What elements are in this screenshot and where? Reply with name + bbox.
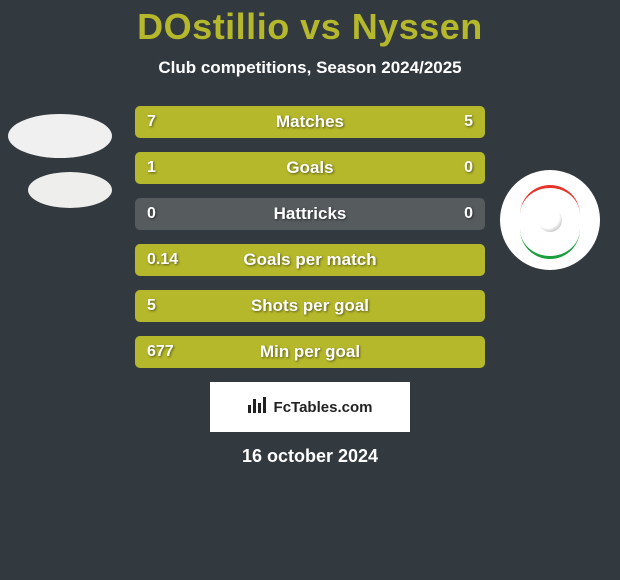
stat-value-right: 0 (464, 198, 473, 230)
fctables-label: FcTables.com (274, 399, 373, 416)
stat-row: Hattricks0 0 (135, 198, 485, 230)
stat-value-left: 1 (147, 152, 156, 184)
stat-value-left: 5 (147, 290, 156, 322)
stat-value-left: 677 (147, 336, 174, 368)
subtitle: Club competitions, Season 2024/2025 (0, 58, 620, 78)
stat-label: Goals per match (135, 244, 485, 276)
stat-row: Goals per match0.14 (135, 244, 485, 276)
team-left-logo (8, 114, 112, 158)
stat-label: Matches (135, 106, 485, 138)
stat-row: Min per goal677 (135, 336, 485, 368)
stat-value-left: 0.14 (147, 244, 178, 276)
stats-container: Matches75Goals10Hattricks00Goals per mat… (135, 106, 485, 368)
stat-label: Goals (135, 152, 485, 184)
date-text: 16 october 2024 (0, 446, 620, 467)
infographic-root: DOstillio vs Nyssen Club competitions, S… (0, 0, 620, 580)
stat-row: Goals1 0 (135, 152, 485, 184)
badge-inner (509, 179, 591, 261)
soccer-ball-icon (538, 208, 562, 232)
stat-value-right: 5 (464, 106, 473, 138)
team-right-badge (500, 170, 600, 270)
stat-value-left: 7 (147, 106, 156, 138)
stat-row: Matches7 5 (135, 106, 485, 138)
badge-arc-bottom (520, 229, 580, 259)
stat-value-left: 0 (147, 198, 156, 230)
stat-row: Shots per goal5 (135, 290, 485, 322)
stat-label: Shots per goal (135, 290, 485, 322)
fctables-watermark: FcTables.com (210, 382, 410, 432)
page-title: DOstillio vs Nyssen (0, 6, 620, 48)
fctables-bars-icon (248, 397, 268, 418)
team-left-logo-secondary (28, 172, 112, 208)
stat-label: Hattricks (135, 198, 485, 230)
stat-label: Min per goal (135, 336, 485, 368)
stat-value-right: 0 (464, 152, 473, 184)
